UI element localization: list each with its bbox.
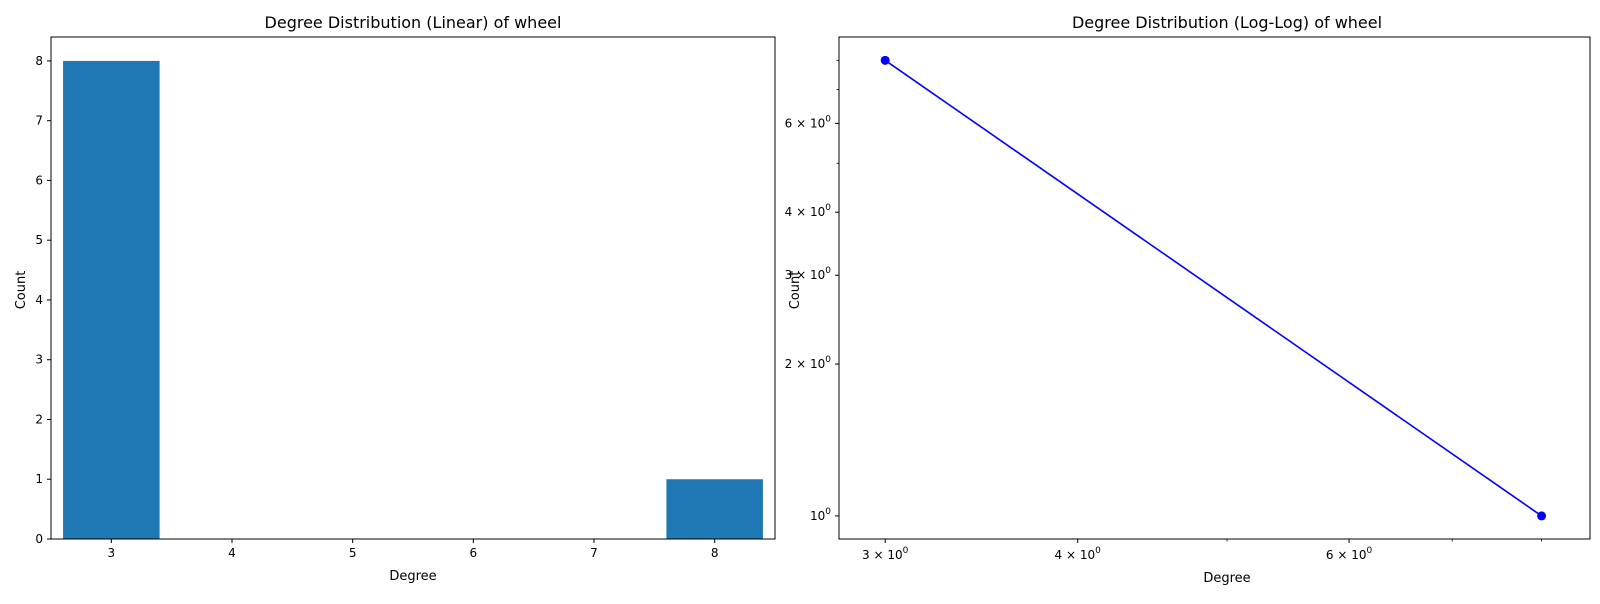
y-tick-label: 5 xyxy=(35,233,43,247)
y-tick-label: 2 × 100 xyxy=(785,355,832,371)
y-tick-label: 3 × 100 xyxy=(785,266,832,282)
x-tick-label: 6 xyxy=(470,546,478,560)
plot-frame xyxy=(50,36,776,540)
y-tick-label: 4 xyxy=(35,293,43,307)
y-tick-label: 100 xyxy=(810,507,831,523)
x-tick-label: 5 xyxy=(349,546,357,560)
y-tick-label: 4 × 100 xyxy=(785,203,832,219)
y-tick-label: 6 xyxy=(35,173,43,187)
y-tick-label: 2 xyxy=(35,412,43,426)
x-tick-label: 3 xyxy=(108,546,116,560)
x-tick-label: 7 xyxy=(590,546,598,560)
x-axis-label: Degree xyxy=(1203,571,1250,586)
x-tick-label: 4 × 100 xyxy=(1055,546,1102,562)
data-point xyxy=(1537,511,1547,521)
bar xyxy=(63,60,160,540)
y-tick-label: 3 xyxy=(35,353,43,367)
bar xyxy=(666,479,763,539)
y-tick-label: 1 xyxy=(35,472,43,486)
series-line xyxy=(884,59,1543,517)
y-tick-label: 7 xyxy=(35,114,43,128)
chart-title: Degree Distribution (Linear) of wheel xyxy=(265,13,562,32)
y-tick-label: 6 × 100 xyxy=(785,114,832,130)
y-axis-label: Count xyxy=(14,271,29,310)
chart-title: Degree Distribution (Log-Log) of wheel xyxy=(1072,13,1382,32)
linear-degree-chart: Degree Distribution (Linear) of wheel De… xyxy=(14,13,776,584)
y-axis-label: Count xyxy=(788,271,803,310)
x-tick-label: 3 × 100 xyxy=(862,546,909,562)
data-point xyxy=(880,55,890,65)
x-tick-label: 4 xyxy=(228,546,236,560)
y-tick-label: 8 xyxy=(35,54,43,68)
x-tick-label: 6 × 100 xyxy=(1326,546,1373,562)
plot-frame xyxy=(838,36,1591,540)
y-tick-label: 0 xyxy=(35,532,43,546)
x-tick-label: 8 xyxy=(711,546,719,560)
loglog-degree-chart: Degree Distribution (Log-Log) of wheel D… xyxy=(785,13,1591,586)
x-axis-label: Degree xyxy=(389,569,436,584)
